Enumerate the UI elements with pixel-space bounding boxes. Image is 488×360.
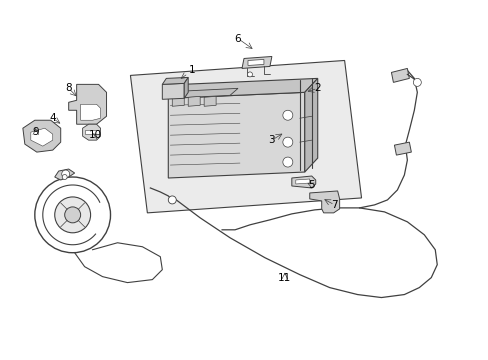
Circle shape: [282, 137, 292, 147]
Polygon shape: [168, 92, 304, 178]
Polygon shape: [84, 130, 99, 134]
Circle shape: [412, 78, 421, 86]
Polygon shape: [170, 88, 238, 98]
Polygon shape: [23, 120, 61, 152]
Text: 5: 5: [308, 180, 314, 190]
Text: 8: 8: [65, 84, 72, 93]
Text: 9: 9: [32, 127, 39, 137]
Polygon shape: [172, 96, 184, 106]
Text: 6: 6: [234, 33, 241, 44]
Polygon shape: [31, 128, 53, 146]
Circle shape: [62, 175, 67, 180]
Circle shape: [282, 157, 292, 167]
Polygon shape: [82, 124, 101, 140]
Text: 4: 4: [49, 113, 56, 123]
Circle shape: [55, 197, 90, 233]
Circle shape: [168, 196, 176, 204]
Polygon shape: [394, 142, 410, 155]
Text: 2: 2: [314, 84, 321, 93]
Polygon shape: [304, 78, 317, 172]
Polygon shape: [291, 176, 315, 188]
Polygon shape: [247, 59, 264, 66]
Polygon shape: [188, 96, 200, 106]
Polygon shape: [68, 84, 106, 124]
Polygon shape: [242, 57, 271, 68]
Text: 7: 7: [331, 200, 337, 210]
Text: 11: 11: [278, 273, 291, 283]
Polygon shape: [168, 78, 317, 98]
Polygon shape: [390, 68, 408, 82]
Circle shape: [61, 170, 69, 178]
Polygon shape: [203, 96, 216, 106]
Text: 10: 10: [89, 130, 102, 140]
Polygon shape: [162, 84, 184, 99]
Circle shape: [247, 72, 252, 77]
Circle shape: [64, 207, 81, 223]
Polygon shape: [309, 191, 339, 213]
Text: 3: 3: [268, 135, 275, 145]
Polygon shape: [81, 104, 101, 120]
Text: 1: 1: [188, 66, 195, 76]
Polygon shape: [55, 169, 75, 180]
Polygon shape: [162, 77, 188, 84]
Circle shape: [282, 110, 292, 120]
Polygon shape: [184, 77, 188, 98]
Polygon shape: [130, 60, 361, 213]
Polygon shape: [295, 179, 309, 184]
